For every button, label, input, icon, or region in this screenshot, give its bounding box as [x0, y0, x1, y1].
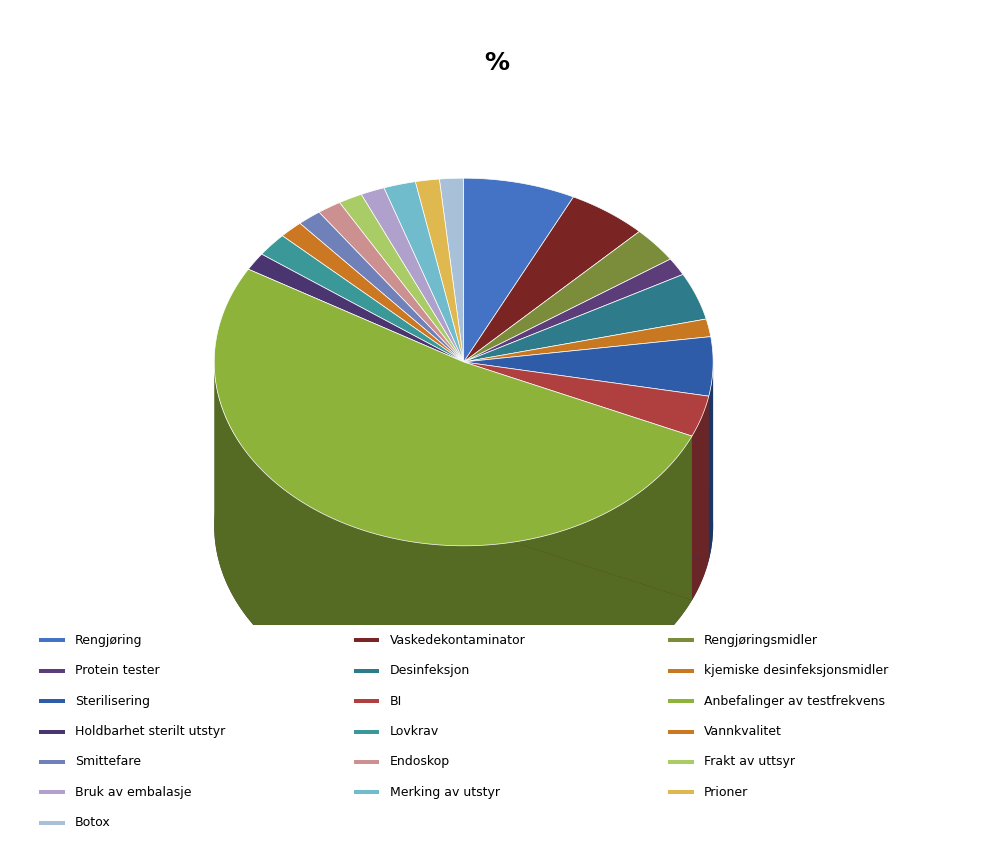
Polygon shape — [709, 362, 713, 560]
FancyBboxPatch shape — [40, 638, 65, 642]
Text: Protein tester: Protein tester — [75, 664, 160, 678]
Text: Lovkrav: Lovkrav — [389, 725, 439, 738]
Polygon shape — [340, 194, 464, 362]
Polygon shape — [214, 364, 692, 710]
FancyBboxPatch shape — [40, 729, 65, 733]
Polygon shape — [692, 396, 709, 600]
Polygon shape — [415, 179, 464, 362]
FancyBboxPatch shape — [668, 790, 693, 794]
FancyBboxPatch shape — [354, 760, 379, 764]
Text: Frakt av uttsyr: Frakt av uttsyr — [704, 755, 795, 769]
Polygon shape — [282, 224, 464, 362]
FancyBboxPatch shape — [354, 699, 379, 703]
Text: Prioner: Prioner — [704, 786, 748, 799]
Polygon shape — [464, 337, 713, 396]
Polygon shape — [464, 319, 711, 362]
Text: Sterilisering: Sterilisering — [75, 695, 150, 708]
Text: Bruk av embalasje: Bruk av embalasje — [75, 786, 192, 799]
Polygon shape — [214, 269, 692, 546]
Polygon shape — [464, 362, 709, 436]
Text: Vaskedekontaminator: Vaskedekontaminator — [389, 634, 525, 647]
FancyBboxPatch shape — [40, 760, 65, 764]
Polygon shape — [464, 362, 692, 600]
Text: Merking av utstyr: Merking av utstyr — [389, 786, 499, 799]
FancyBboxPatch shape — [40, 668, 65, 673]
FancyBboxPatch shape — [668, 668, 693, 673]
Polygon shape — [248, 254, 464, 362]
Polygon shape — [464, 362, 692, 600]
Polygon shape — [464, 274, 706, 362]
FancyBboxPatch shape — [668, 638, 693, 642]
FancyBboxPatch shape — [40, 820, 65, 825]
Text: Vannkvalitet: Vannkvalitet — [704, 725, 781, 738]
FancyBboxPatch shape — [668, 699, 693, 703]
Text: Smittefare: Smittefare — [75, 755, 141, 769]
FancyBboxPatch shape — [354, 790, 379, 794]
Polygon shape — [464, 178, 574, 362]
Polygon shape — [261, 235, 464, 362]
Polygon shape — [384, 181, 464, 362]
Polygon shape — [464, 362, 709, 560]
Text: Endoskop: Endoskop — [389, 755, 450, 769]
Polygon shape — [300, 212, 464, 362]
Text: BI: BI — [389, 695, 402, 708]
FancyBboxPatch shape — [354, 668, 379, 673]
Polygon shape — [439, 178, 464, 362]
FancyBboxPatch shape — [354, 729, 379, 733]
FancyBboxPatch shape — [40, 699, 65, 703]
Polygon shape — [464, 259, 683, 362]
FancyBboxPatch shape — [668, 729, 693, 733]
Ellipse shape — [214, 343, 713, 710]
Polygon shape — [464, 362, 709, 560]
Text: Holdbarhet sterilt utstyr: Holdbarhet sterilt utstyr — [75, 725, 225, 738]
Text: Botox: Botox — [75, 816, 111, 830]
Text: Rengjøringsmidler: Rengjøringsmidler — [704, 634, 818, 647]
Polygon shape — [361, 188, 464, 362]
Text: Rengjøring: Rengjøring — [75, 634, 143, 647]
Text: Anbefalinger av testfrekvens: Anbefalinger av testfrekvens — [704, 695, 885, 708]
Polygon shape — [464, 197, 639, 362]
Polygon shape — [319, 203, 464, 362]
Text: Desinfeksjon: Desinfeksjon — [389, 664, 470, 678]
Text: %: % — [484, 51, 509, 75]
FancyBboxPatch shape — [668, 760, 693, 764]
FancyBboxPatch shape — [40, 790, 65, 794]
Polygon shape — [464, 231, 670, 362]
FancyBboxPatch shape — [354, 638, 379, 642]
Text: kjemiske desinfeksjonsmidler: kjemiske desinfeksjonsmidler — [704, 664, 888, 678]
